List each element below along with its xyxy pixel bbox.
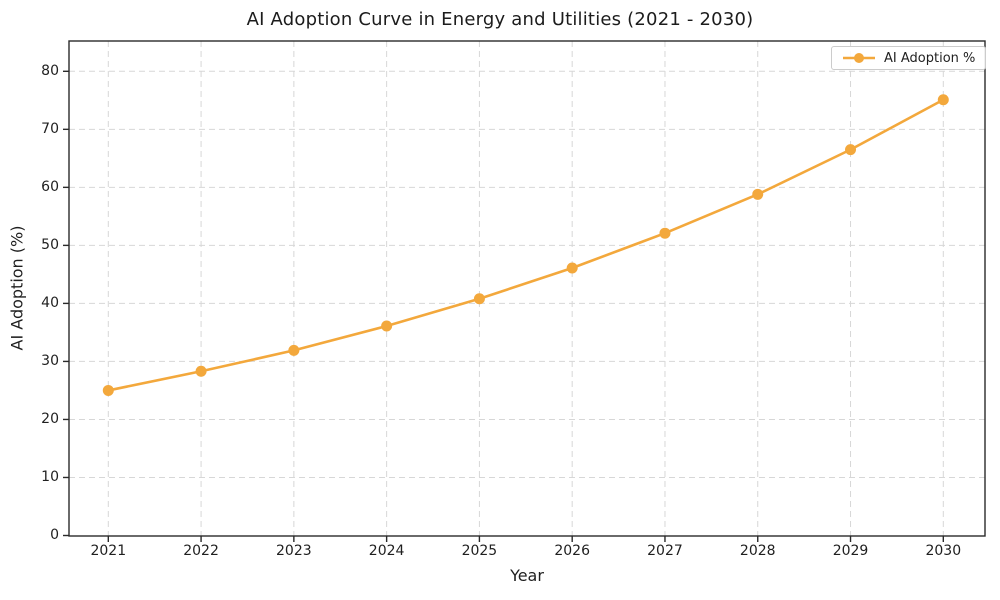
- y-tick-label: 40: [41, 294, 59, 311]
- y-tick-label: 50: [41, 236, 59, 253]
- x-tick-label: 2030: [925, 543, 962, 559]
- legend-line-marker-icon: [843, 53, 875, 63]
- x-axis-label: Year: [510, 566, 544, 585]
- x-tick-label: 2027: [647, 543, 683, 559]
- legend: AI Adoption %: [831, 46, 987, 70]
- x-tick-label: 2025: [461, 543, 498, 559]
- x-tick-label: 2026: [554, 543, 590, 559]
- y-tick-label: 20: [41, 410, 59, 427]
- x-tick-label: 2024: [368, 543, 405, 559]
- x-tick-label: 2023: [276, 543, 312, 559]
- chart-title: AI Adoption Curve in Energy and Utilitie…: [246, 9, 754, 30]
- x-tick-label: 2021: [90, 543, 127, 559]
- x-tick-label: 2028: [739, 543, 776, 559]
- y-tick-label: 70: [41, 120, 59, 137]
- x-tick-label: 2029: [832, 543, 869, 559]
- y-tick-label: 60: [41, 178, 59, 195]
- x-tick-label: 2022: [183, 543, 219, 559]
- y-tick-label: 80: [41, 62, 59, 79]
- y-tick-label: 30: [41, 352, 59, 369]
- y-tick-label: 10: [41, 468, 59, 485]
- y-axis-label: AI Adoption (%): [7, 225, 27, 351]
- legend-entry-label: AI Adoption %: [884, 50, 976, 66]
- y-tick-label: 0: [50, 527, 59, 543]
